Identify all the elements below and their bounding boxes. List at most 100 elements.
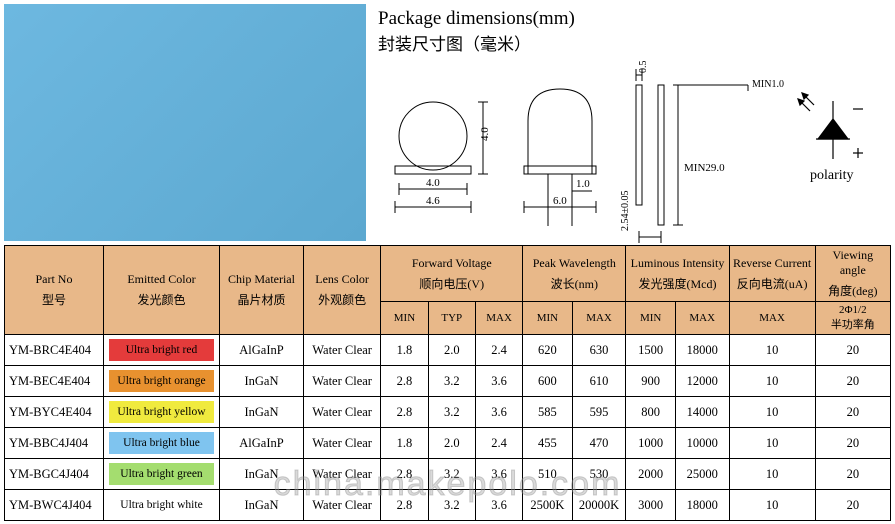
- cell-lum-max: 18000: [675, 490, 729, 521]
- cell-ang: 20: [815, 490, 890, 521]
- dim-side-w: 6.0: [553, 195, 567, 207]
- cell-color: Ultra bright orange: [103, 366, 219, 397]
- spec-table-body: YM-BRC4E404Ultra bright redAlGaInPWater …: [5, 335, 891, 521]
- cell-wl-max: 470: [572, 428, 626, 459]
- cell-color: Ultra bright yellow: [103, 397, 219, 428]
- cell-vf-typ: 3.2: [428, 490, 475, 521]
- cell-ang: 20: [815, 366, 890, 397]
- hdr-peak-cn: 波长(nm): [526, 275, 622, 292]
- diagram-area: Package dimensions(mm) 封装尺寸图（毫米） 4.0: [378, 4, 891, 241]
- cell-vf-max: 2.4: [475, 335, 522, 366]
- hdr-partno-cn: 型号: [8, 291, 100, 308]
- cell-lum-min: 900: [626, 366, 675, 397]
- cell-lum-max: 12000: [675, 366, 729, 397]
- dim-flange-dia: 4.6: [426, 195, 440, 207]
- cell-chip: AlGaInP: [220, 335, 304, 366]
- cell-ang: 20: [815, 397, 890, 428]
- cell-lens: Water Clear: [303, 490, 380, 521]
- dim-lead-thick: MIN1.0: [752, 79, 784, 90]
- cell-vf-max: 3.6: [475, 366, 522, 397]
- cell-ang: 20: [815, 459, 890, 490]
- dim-lead-w-top: 0.5±0.05: [638, 61, 649, 73]
- cell-partno: YM-BWC4J404: [5, 490, 104, 521]
- spec-table: Part No 型号 Emitted Color 发光颜色 Chip Materia…: [4, 245, 891, 521]
- cell-wl-min: 510: [523, 459, 572, 490]
- cell-rev: 10: [729, 490, 815, 521]
- dim-long-lead: MIN29.0: [684, 162, 725, 174]
- hdr-peak-en: Peak Wavelength: [526, 256, 622, 271]
- hdr-partno-en: Part No: [8, 272, 100, 287]
- table-row: YM-BBC4J404Ultra bright blueAlGaInPWater…: [5, 428, 891, 459]
- cell-partno: YM-BYC4E404: [5, 397, 104, 428]
- hdr-vf-en: Forward Voltage: [384, 256, 519, 271]
- cell-wl-min: 2500K: [523, 490, 572, 521]
- hdr-rev-cn: 反向电流(uA): [733, 275, 812, 292]
- cell-lum-min: 800: [626, 397, 675, 428]
- table-row: YM-BGC4J404Ultra bright greenInGaNWater …: [5, 459, 891, 490]
- cell-color: Ultra bright red: [103, 335, 219, 366]
- top-section: Package dimensions(mm) 封装尺寸图（毫米） 4.0: [0, 0, 895, 245]
- cell-partno: YM-BGC4J404: [5, 459, 104, 490]
- hdr-lens-cn: 外观颜色: [307, 291, 377, 308]
- product-photo-panel: [4, 4, 366, 241]
- cell-wl-max: 530: [572, 459, 626, 490]
- cell-chip: InGaN: [220, 397, 304, 428]
- package-diagrams: 4.0 4.6 4.0 1.0 6.0: [378, 61, 888, 251]
- cell-vf-min: 2.8: [381, 490, 428, 521]
- table-row: YM-BRC4E404Ultra bright redAlGaInPWater …: [5, 335, 891, 366]
- cell-chip: InGaN: [220, 459, 304, 490]
- table-row: YM-BYC4E404Ultra bright yellowInGaNWater…: [5, 397, 891, 428]
- hdr-emitted-en: Emitted Color: [107, 272, 216, 287]
- cell-vf-min: 1.8: [381, 428, 428, 459]
- cell-vf-typ: 3.2: [428, 397, 475, 428]
- hdr-angle-sub-cn: 半功率角: [831, 319, 875, 331]
- cell-vf-min: 1.8: [381, 335, 428, 366]
- cell-partno: YM-BEC4E404: [5, 366, 104, 397]
- cell-lens: Water Clear: [303, 459, 380, 490]
- cell-chip: AlGaInP: [220, 428, 304, 459]
- hdr-chip-cn: 晶片材质: [223, 291, 300, 308]
- cell-vf-typ: 2.0: [428, 428, 475, 459]
- dim-lead-w-side: 2.54±0.05: [620, 191, 631, 232]
- cell-vf-max: 3.6: [475, 397, 522, 428]
- cell-lum-min: 1500: [626, 335, 675, 366]
- cell-vf-min: 2.8: [381, 397, 428, 428]
- hdr-rev-en: Reverse Current: [733, 256, 812, 271]
- cell-vf-min: 2.8: [381, 459, 428, 490]
- cell-vf-min: 2.8: [381, 366, 428, 397]
- cell-color: Ultra bright green: [103, 459, 219, 490]
- hdr-lum-min: MIN: [626, 302, 675, 335]
- cell-rev: 10: [729, 459, 815, 490]
- hdr-lum-en: Luminous Intensity: [629, 256, 725, 271]
- cell-wl-max: 630: [572, 335, 626, 366]
- hdr-wl-max: MAX: [572, 302, 626, 335]
- cell-lens: Water Clear: [303, 366, 380, 397]
- cell-vf-typ: 3.2: [428, 459, 475, 490]
- cell-wl-min: 585: [523, 397, 572, 428]
- cell-color: Ultra bright white: [103, 490, 219, 521]
- cell-lum-max: 18000: [675, 335, 729, 366]
- cell-vf-typ: 2.0: [428, 335, 475, 366]
- hdr-wl-min: MIN: [523, 302, 572, 335]
- hdr-vf-min: MIN: [381, 302, 428, 335]
- cell-vf-max: 2.4: [475, 428, 522, 459]
- cell-ang: 20: [815, 335, 890, 366]
- cell-lens: Water Clear: [303, 397, 380, 428]
- cell-wl-min: 600: [523, 366, 572, 397]
- hdr-lum-max: MAX: [675, 302, 729, 335]
- table-row: YM-BWC4J404Ultra bright whiteInGaNWater …: [5, 490, 891, 521]
- cell-wl-max: 20000K: [572, 490, 626, 521]
- cell-rev: 10: [729, 366, 815, 397]
- cell-ang: 20: [815, 428, 890, 459]
- table-row: YM-BEC4E404Ultra bright orangeInGaNWater…: [5, 366, 891, 397]
- dim-body-dia: 4.0: [426, 177, 440, 189]
- hdr-chip-en: Chip Material: [223, 272, 300, 287]
- cell-lum-min: 3000: [626, 490, 675, 521]
- cell-lens: Water Clear: [303, 428, 380, 459]
- hdr-emitted-cn: 发光颜色: [107, 291, 216, 308]
- cell-wl-min: 455: [523, 428, 572, 459]
- hdr-lum-cn: 发光强度(Mcd): [629, 275, 725, 292]
- cell-vf-max: 3.6: [475, 459, 522, 490]
- hdr-vf-max: MAX: [475, 302, 522, 335]
- cell-lens: Water Clear: [303, 335, 380, 366]
